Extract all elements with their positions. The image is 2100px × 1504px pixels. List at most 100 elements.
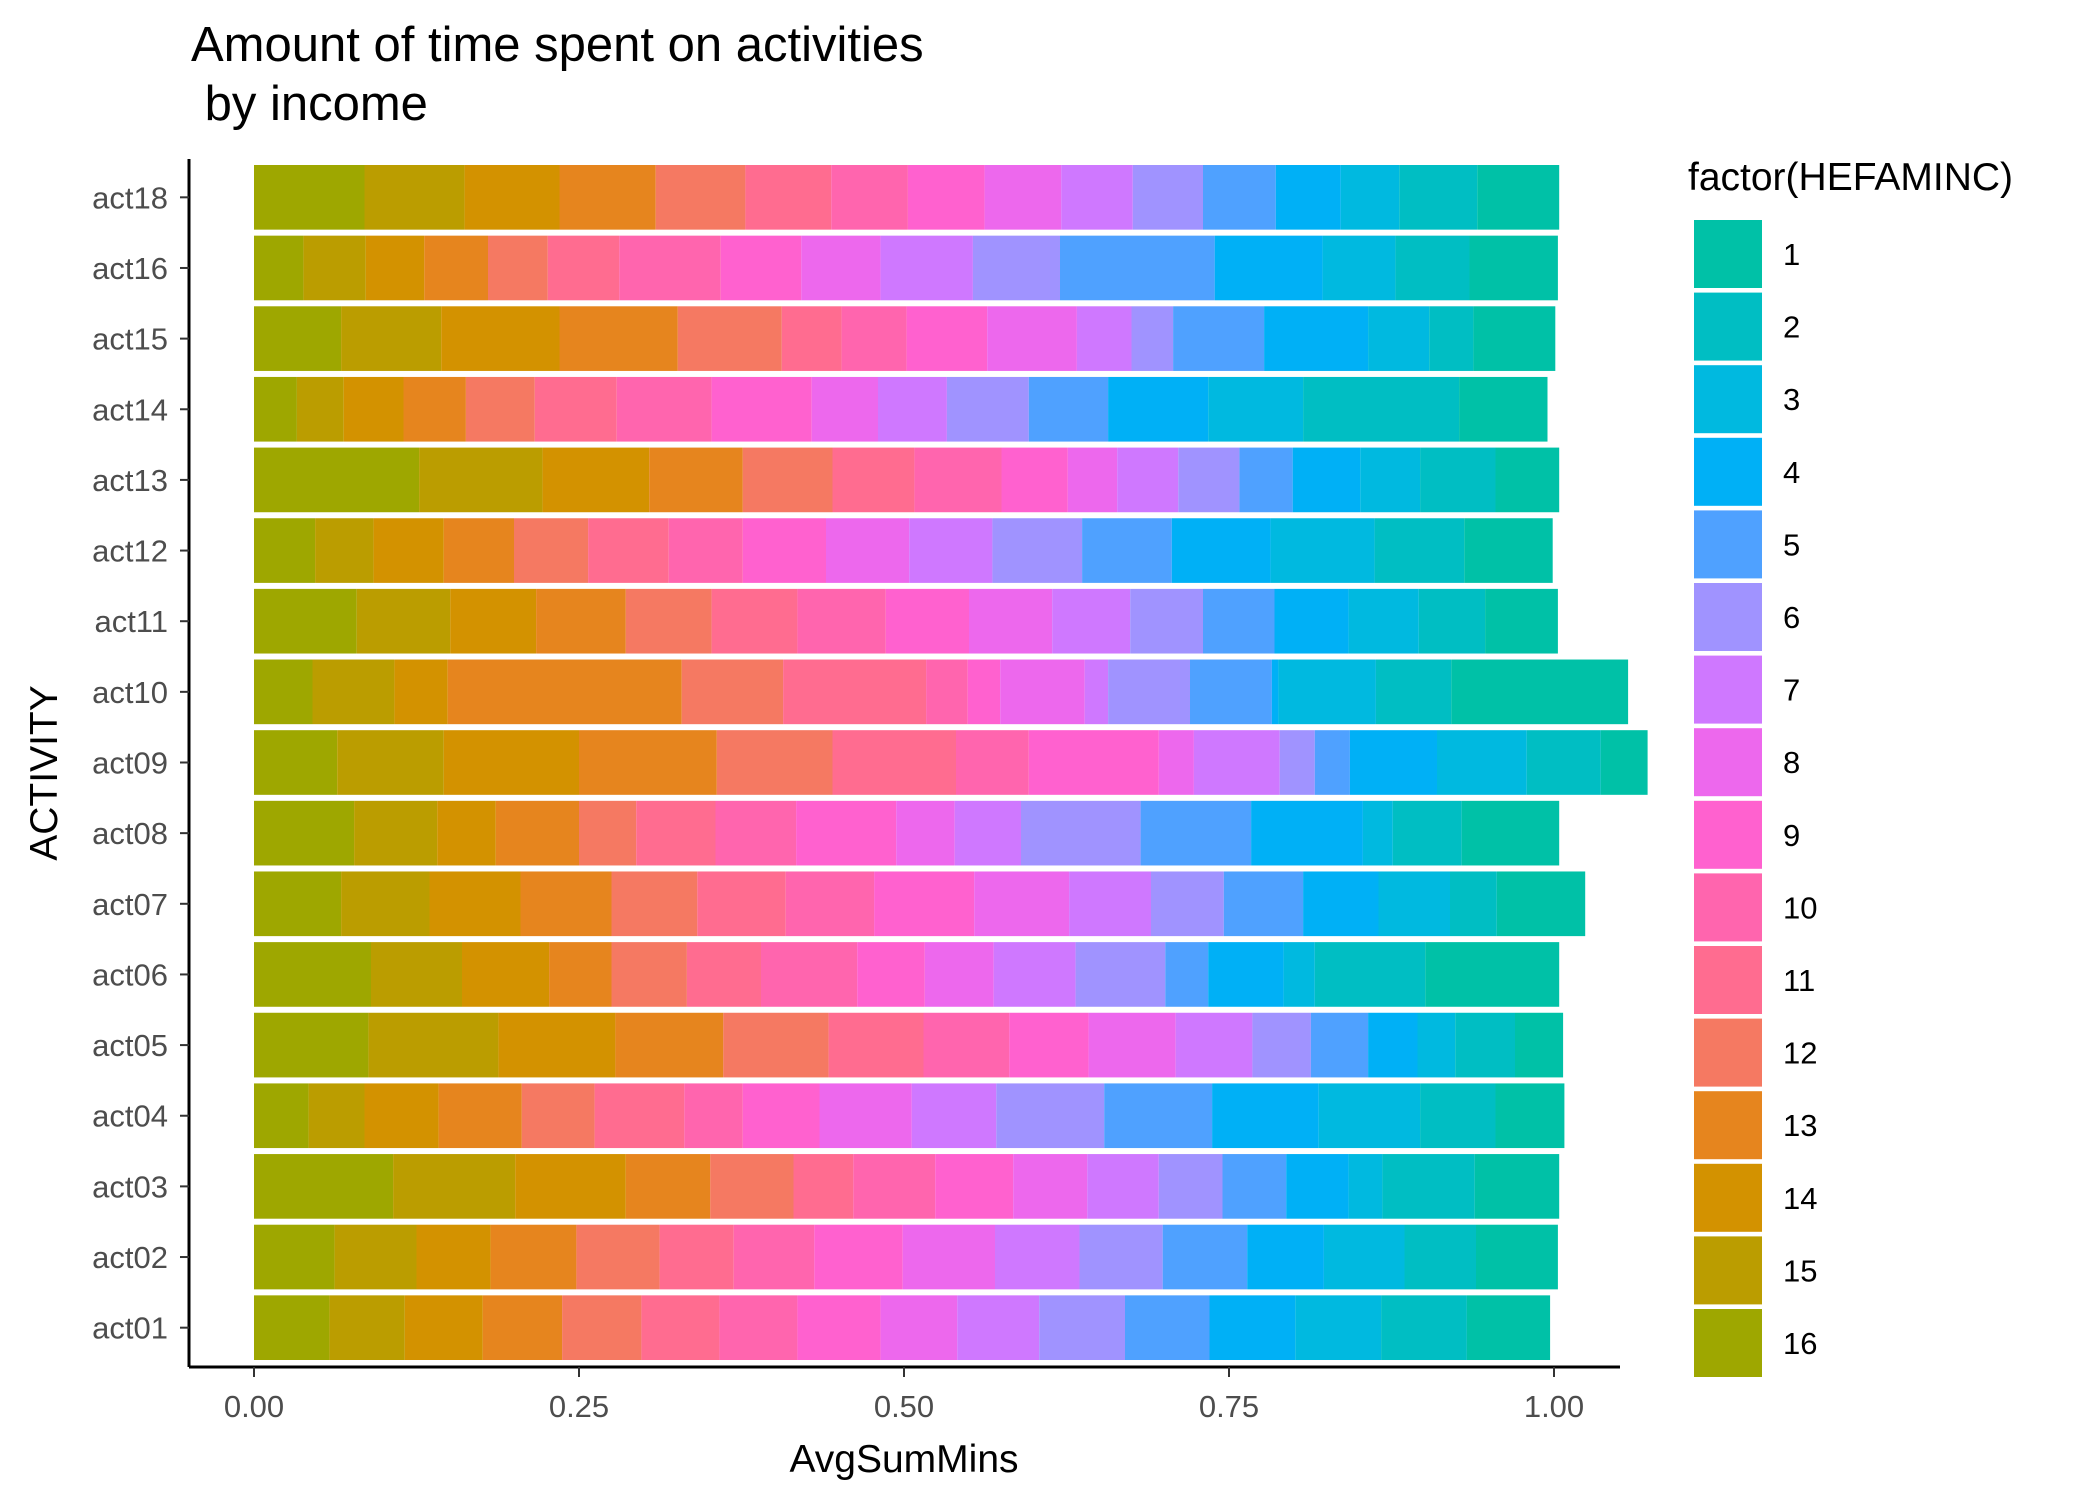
bar-segment-act14-15 [296,376,344,442]
bar-segment-act15-5 [1173,306,1265,371]
bar-segment-act06-12 [611,942,687,1007]
x-tick-label-0.25: 0.25 [549,1389,609,1424]
bar-segment-act08-10 [715,800,797,866]
y-tick-label-act15: act15 [92,322,168,357]
bar-segment-act10-6 [1108,659,1190,725]
bar-segment-act01-11 [641,1295,720,1360]
legend-swatch-16 [1694,1309,1762,1377]
bar-segment-act14-14 [343,376,404,442]
legend-item-2: 2 [1694,292,1800,361]
legend-swatch-4 [1694,437,1762,506]
bar-segment-act09-7 [1193,730,1280,795]
bar-segment-act12-11 [588,518,669,583]
bar-segment-act12-13 [443,518,514,583]
bar-segment-act08-15 [354,800,438,866]
y-tick-label-act14: act14 [92,392,168,427]
y-tick-label-act16: act16 [92,251,168,286]
bar-segment-act02-12 [576,1224,660,1290]
bar-segment-act10-5 [1190,659,1272,725]
y-tick-label-act10: act10 [92,675,168,710]
bar-segment-act15-13 [559,306,678,371]
bar-segment-act11-15 [356,588,451,654]
bar-segment-act08-8 [896,800,955,866]
legend-swatch-12 [1694,1018,1762,1087]
bar-segment-act04-8 [819,1083,912,1149]
bar-segment-act14-11 [534,376,617,442]
chart-title-line-1: Amount of time spent on activities [191,18,924,72]
bar-segment-act05-8 [1088,1012,1176,1078]
bar-segment-act09-12 [716,730,833,795]
bar-segment-act05-14 [498,1012,616,1078]
bar-segment-act07-8 [974,871,1070,937]
legend-title: factor(HEFAMINC) [1688,156,2013,199]
bar-segment-act05-10 [923,1012,1010,1078]
bar-segment-act10-3 [1278,659,1376,725]
bar-segment-act10-4 [1271,659,1279,725]
bar-segment-act03-1 [1474,1154,1560,1219]
bar-segment-act06-11 [686,942,761,1007]
bar-segment-act06-2 [1314,942,1426,1007]
bar-segment-act10-15 [312,659,395,725]
bar-segment-act12-1 [1464,518,1553,583]
bar-segment-act03-9 [935,1154,1014,1219]
bar-segment-act15-4 [1264,306,1369,371]
bar-act18 [254,165,1560,230]
bar-segment-act16-16 [254,235,304,301]
bar-segment-act12-15 [315,518,374,583]
bar-segment-act14-12 [465,376,535,442]
bar-segment-act08-6 [1021,800,1141,866]
legend-swatch-9 [1694,800,1762,869]
bar-act11 [254,588,1558,654]
bar-segment-act16-6 [972,235,1060,301]
bar-segment-act18-14 [464,165,560,230]
legend-label-12: 12 [1783,1036,1817,1071]
bar-segment-act10-12 [681,659,784,725]
bar-segment-act04-1 [1495,1083,1565,1149]
legend-swatch-7 [1694,655,1762,724]
legend-swatch-3 [1694,365,1762,434]
bar-segment-act18-1 [1477,165,1560,230]
legend-item-5: 5 [1694,510,1800,579]
bar-act07 [254,871,1586,937]
bar-segment-act04-3 [1318,1083,1421,1149]
bar-segment-act11-5 [1203,588,1275,654]
bar-segment-act13-16 [254,447,420,513]
bar-act15 [254,306,1556,371]
bar-segment-act07-14 [429,871,521,937]
bar-segment-act13-14 [542,447,650,513]
legend-swatch-11 [1694,946,1762,1014]
bar-segment-act18-2 [1399,165,1478,230]
bar-segment-act08-5 [1140,800,1252,866]
bar-segment-act14-13 [403,376,466,442]
bar-segment-act08-2 [1392,800,1462,866]
legend-item-1: 1 [1694,220,1800,288]
bar-segment-act05-3 [1417,1012,1456,1078]
bar-segment-act14-4 [1108,376,1209,442]
bar-segment-act05-4 [1368,1012,1418,1078]
legend-swatch-1 [1694,220,1762,288]
bar-segment-act02-7 [995,1224,1080,1290]
bar-segment-act10-10 [926,659,968,725]
bar-segment-act06-1 [1425,942,1560,1007]
bar-segment-act01-6 [1039,1295,1125,1360]
bar-segment-act18-13 [559,165,656,230]
bar-segment-act18-11 [745,165,832,230]
bar-segment-act07-10 [785,871,875,937]
bar-segment-act04-15 [308,1083,365,1149]
legend-label-13: 13 [1783,1108,1817,1143]
legend-item-7: 7 [1694,655,1800,724]
bar-segment-act11-6 [1130,588,1203,654]
bar-segment-act09-10 [956,730,1029,795]
bar-segment-act07-13 [520,871,612,937]
x-tick-label-0.50: 0.50 [874,1389,934,1424]
bar-segment-act04-7 [911,1083,997,1149]
bar-segment-act01-4 [1209,1295,1296,1360]
legend-label-1: 1 [1783,237,1800,272]
legend-item-9: 9 [1694,800,1800,869]
bar-segment-act06-10 [761,942,858,1007]
bar-segment-act14-2 [1303,376,1460,442]
bar-segment-act08-9 [796,800,897,866]
bar-segment-act11-11 [711,588,798,654]
x-axis: 0.00 0.25 0.50 0.75 1.00 [189,1365,1620,1424]
